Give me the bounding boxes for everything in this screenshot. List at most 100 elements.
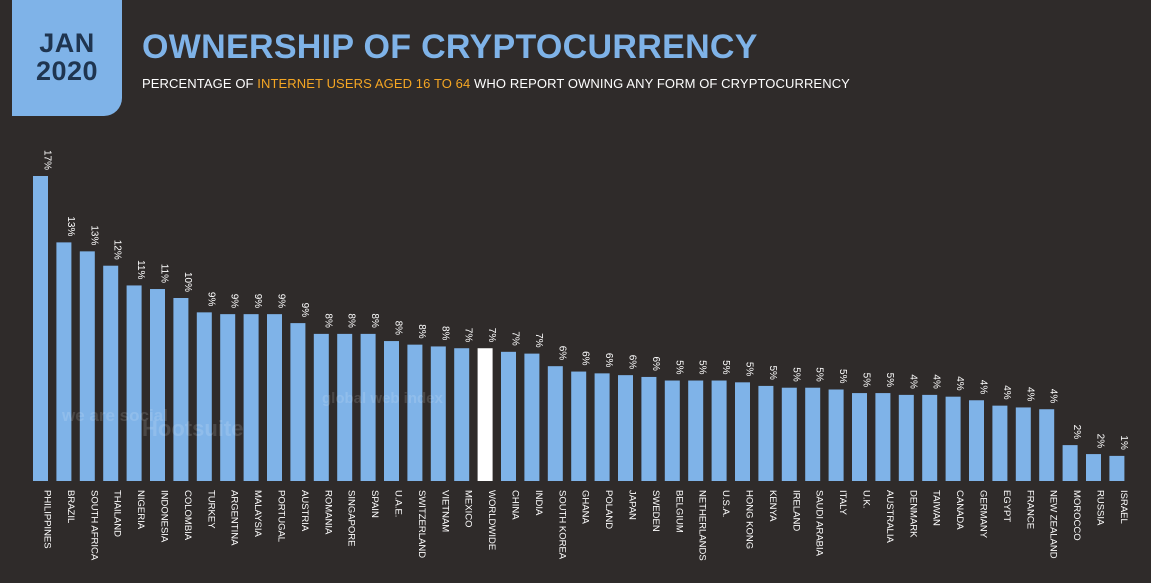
category-label-belgium: BELGIUM — [673, 490, 684, 533]
value-label-malaysia: 9% — [252, 294, 263, 309]
value-label-poland: 6% — [603, 353, 614, 368]
category-label-saudi-arabia: SAUDI ARABIA — [814, 490, 825, 557]
bar-australia — [875, 393, 891, 481]
bar-thailand — [103, 265, 119, 481]
category-label-kenya: KENYA — [767, 490, 778, 522]
value-label-australia: 5% — [884, 373, 895, 388]
bar-saudi-arabia — [805, 387, 821, 481]
category-label-italy: ITALY — [837, 490, 848, 516]
category-label-india: INDIA — [533, 490, 544, 516]
bar-morocco — [1062, 445, 1078, 481]
category-label-u-k: U.K. — [861, 490, 872, 508]
category-label-worldwide: WORLDWIDE — [486, 490, 497, 550]
bar-romania — [313, 333, 329, 481]
category-label-israel: ISRAEL — [1118, 490, 1129, 524]
bar-ireland — [781, 387, 797, 481]
bar-u-s-a — [711, 380, 727, 481]
value-label-morocco: 2% — [1071, 425, 1082, 440]
value-label-indonesia: 11% — [159, 264, 170, 283]
bar-indonesia — [150, 289, 165, 481]
bar-singapore — [337, 333, 353, 481]
bar-egypt — [992, 405, 1008, 481]
bar-mexico — [454, 348, 470, 481]
value-label-nigeria: 11% — [135, 260, 146, 279]
value-label-china: 7% — [510, 331, 521, 346]
bar-south-korea — [547, 366, 563, 481]
value-label-turkey: 9% — [205, 292, 216, 307]
value-label-canada: 4% — [954, 376, 965, 391]
value-label-colombia: 10% — [182, 272, 193, 292]
bar-france — [1015, 407, 1031, 481]
bar-sweden — [641, 376, 657, 481]
category-label-germany: GERMANY — [978, 490, 989, 539]
category-label-ireland: IRELAND — [790, 490, 801, 531]
category-label-netherlands: NETHERLANDS — [697, 490, 708, 561]
bar-canada — [945, 396, 961, 481]
value-label-saudi-arabia: 5% — [814, 367, 825, 382]
category-label-egypt: EGYPT — [1001, 490, 1012, 522]
value-label-israel: 1% — [1118, 435, 1129, 450]
value-label-south-korea: 6% — [556, 346, 567, 361]
bar-south-africa — [79, 251, 95, 481]
bar-india — [524, 353, 540, 481]
bar-argentina — [220, 314, 236, 481]
category-label-ghana: GHANA — [580, 490, 591, 524]
value-label-italy: 5% — [837, 369, 848, 384]
value-label-austria: 9% — [299, 303, 310, 318]
bar-colombia — [173, 298, 189, 481]
category-label-sweden: SWEDEN — [650, 490, 661, 532]
bar-group — [33, 176, 1125, 481]
value-label-hong-kong: 5% — [744, 362, 755, 377]
category-label-philippines: PHILIPPINES — [42, 490, 53, 549]
category-label-china: CHINA — [510, 490, 521, 520]
value-label-group: 17% 13% 13% 12% 11% 11% 10% 9% 9% 9% 9% 9% 8% 8% 8% 8% 8… — [42, 150, 1129, 450]
value-label-brazil: 13% — [65, 216, 76, 236]
bar-brazil — [56, 242, 72, 481]
category-label-spain: SPAIN — [369, 490, 380, 518]
bar-portugal — [267, 314, 282, 481]
bar-israel — [1109, 455, 1125, 481]
value-label-india: 7% — [533, 333, 544, 348]
category-label-nigeria: NIGERIA — [135, 490, 146, 530]
bar-new-zealand — [1039, 409, 1055, 481]
value-label-taiwan: 4% — [931, 374, 942, 389]
category-label-u-a-e: U.A.E. — [393, 490, 404, 517]
bar-germany — [969, 400, 984, 481]
category-label-mexico: MEXICO — [463, 490, 474, 527]
bar-malaysia — [243, 314, 259, 481]
value-label-u-s-a: 5% — [720, 360, 731, 375]
bar-ghana — [571, 371, 587, 481]
value-label-singapore: 8% — [346, 313, 357, 328]
subtitle-post: WHO REPORT OWNING ANY FORM OF CRYPTOCURR… — [470, 76, 850, 91]
subtitle-highlight: INTERNET USERS AGED 16 TO 64 — [257, 76, 471, 91]
bar-japan — [618, 375, 633, 481]
value-label-sweden: 6% — [650, 356, 661, 371]
category-label-poland: POLAND — [603, 490, 614, 529]
value-label-thailand: 12% — [112, 240, 123, 260]
subtitle: PERCENTAGE OF INTERNET USERS AGED 16 TO … — [142, 76, 850, 91]
value-label-u-a-e: 8% — [393, 321, 404, 336]
bar-worldwide — [477, 348, 493, 481]
bar-u-k — [852, 393, 867, 481]
category-label-australia: AUSTRALIA — [884, 490, 895, 543]
value-label-new-zealand: 4% — [1048, 389, 1059, 404]
value-label-romania: 8% — [322, 313, 333, 328]
category-label-thailand: THAILAND — [112, 490, 123, 537]
bar-spain — [360, 333, 376, 481]
category-label-group: PHILIPPINES BRAZIL SOUTH AFRICA THAILAND NIG… — [42, 490, 1129, 561]
value-label-denmark: 4% — [907, 374, 918, 389]
bar-russia — [1086, 454, 1101, 481]
category-label-denmark: DENMARK — [907, 490, 918, 538]
category-label-new-zealand: NEW ZEALAND — [1048, 490, 1059, 559]
value-label-netherlands: 5% — [697, 360, 708, 375]
value-label-south-africa: 13% — [88, 225, 99, 245]
category-label-colombia: COLOMBIA — [182, 490, 193, 541]
page-title: OWNERSHIP OF CRYPTOCURRENCY — [142, 28, 758, 66]
category-label-france: FRANCE — [1024, 490, 1035, 529]
bar-taiwan — [922, 394, 938, 481]
category-label-indonesia: INDONESIA — [159, 490, 170, 543]
bar-nigeria — [126, 285, 142, 481]
category-label-russia: RUSSIA — [1095, 490, 1106, 526]
category-label-south-korea: SOUTH KOREA — [556, 490, 567, 560]
category-label-hong-kong: HONG KONG — [744, 490, 755, 549]
